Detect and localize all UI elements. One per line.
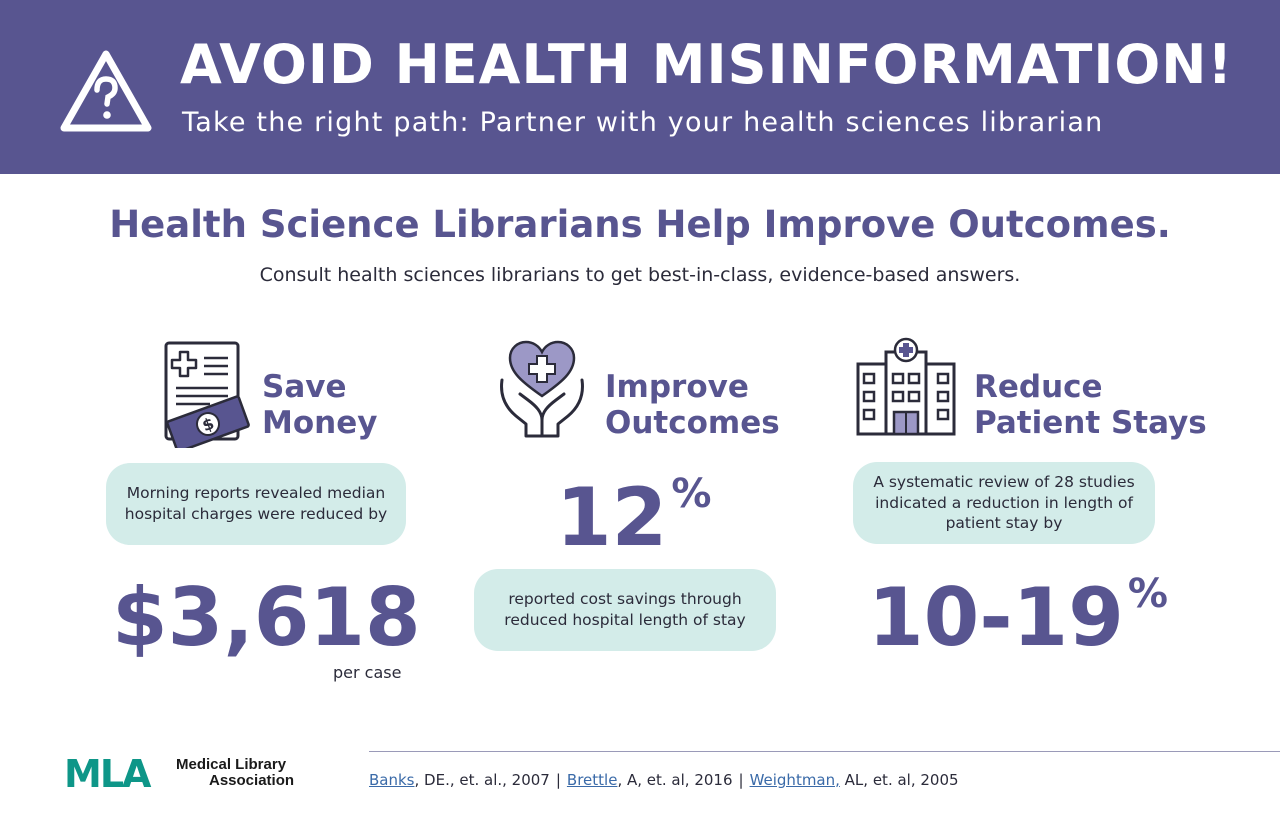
ref-text-weightman: AL, et. al, 2005: [839, 771, 959, 789]
banner-title: AVOID HEALTH MISINFORMATION!: [180, 33, 1234, 96]
svg-text:Medical Library: Medical Library: [176, 756, 287, 773]
footer-divider: [369, 751, 1280, 752]
sub-headline: Consult health sciences librarians to ge…: [259, 264, 1021, 286]
warning-question-icon: [60, 50, 152, 132]
improve-outcomes-stat: 12%: [556, 471, 712, 564]
save-money-stat: $3,618: [112, 571, 421, 664]
main-headline: Health Science Librarians Help Improve O…: [109, 203, 1171, 246]
reduce-stays-bubble: A systematic review of 28 studies indica…: [853, 462, 1155, 544]
svg-text:MLA: MLA: [64, 754, 152, 790]
reduce-stays-title: Reduce Patient Stays: [974, 369, 1207, 441]
svg-text:Association: Association: [209, 772, 294, 789]
mla-logo: MLA Medical Library Association: [64, 754, 294, 790]
ref-separator: |: [738, 771, 744, 789]
stat-note: per case: [333, 663, 402, 682]
ref-text-banks: , DE., et. al., 2007: [414, 771, 550, 789]
ref-link-brettle[interactable]: Brettle: [566, 771, 618, 789]
improve-outcomes-bubble: reported cost savings through reduced ho…: [474, 569, 776, 651]
reduce-stays-stat: 10-19%: [868, 571, 1168, 664]
save-money-bubble: Morning reports revealed median hospital…: [106, 463, 406, 545]
ref-separator: |: [555, 771, 561, 789]
references: Banks, DE., et. al., 2007 | Brettle, A, et…: [369, 771, 959, 789]
ref-text-brettle: , A, et. al, 2016: [617, 771, 733, 789]
banner-subtitle: Take the right path: Partner with your h…: [182, 107, 1104, 138]
ref-link-banks[interactable]: Banks: [369, 771, 415, 789]
improve-outcomes-title: Improve Outcomes: [605, 369, 780, 441]
header-banner: AVOID HEALTH MISINFORMATION! Take the ri…: [0, 0, 1280, 174]
save-money-title: Save Money: [262, 369, 378, 441]
heart-hands-icon: [500, 340, 584, 438]
medical-bill-money-icon: $: [164, 341, 250, 448]
ref-link-weightman[interactable]: Weightman,: [749, 771, 840, 789]
hospital-building-icon: [856, 337, 956, 436]
